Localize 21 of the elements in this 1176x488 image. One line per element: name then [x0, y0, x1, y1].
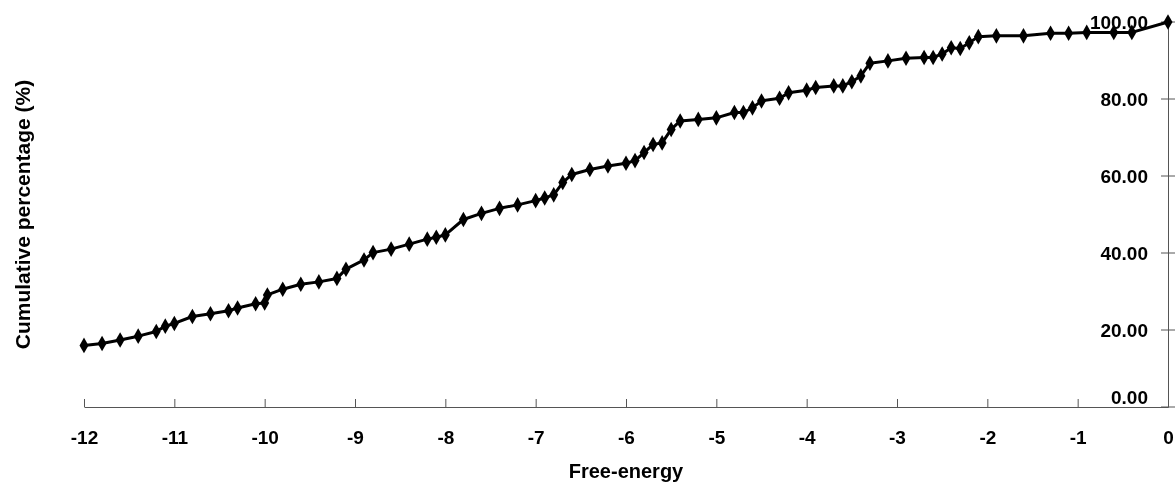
- x-tick-label: -12: [70, 427, 99, 449]
- y-axis-title: Cumulative percentage (%): [11, 79, 34, 350]
- x-tick-label: -9: [347, 427, 364, 449]
- y-tick-label: 40.00: [1100, 242, 1148, 264]
- y-tick-label: 60.00: [1100, 165, 1148, 187]
- x-tick-label: -7: [527, 427, 545, 449]
- y-tick-label: 20.00: [1100, 319, 1148, 341]
- x-tick-label: -5: [708, 427, 726, 449]
- y-tick-label: 0.00: [1111, 386, 1148, 408]
- x-tick-label: -4: [798, 427, 817, 449]
- x-tick-label: -1: [1069, 427, 1088, 449]
- x-tick-label: -2: [979, 427, 997, 449]
- x-tick-label: -8: [437, 427, 455, 449]
- y-tick-label: 100.00: [1089, 11, 1148, 33]
- x-tick-label: 0: [1163, 427, 1174, 449]
- x-axis-title: Free-energy: [568, 460, 685, 482]
- y-tick-label: 80.00: [1100, 88, 1148, 110]
- x-tick-label: -3: [889, 427, 906, 449]
- x-tick-label: -10: [251, 427, 279, 449]
- x-tick-label: -11: [161, 427, 189, 449]
- x-tick-label: -6: [618, 427, 635, 449]
